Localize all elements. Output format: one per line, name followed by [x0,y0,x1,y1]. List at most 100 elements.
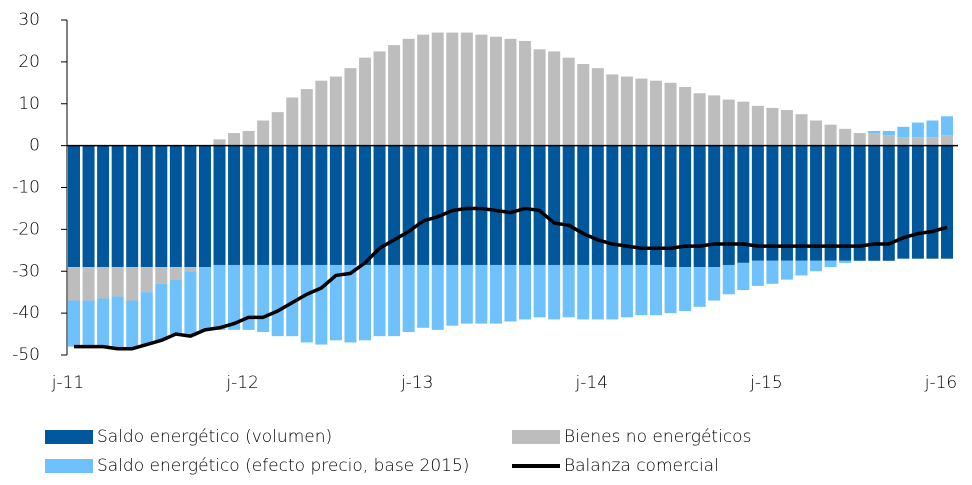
bar [111,267,124,297]
bar [475,34,488,146]
bar [169,279,182,335]
bar [722,145,735,265]
bar [286,145,299,265]
legend-swatch [45,430,93,444]
bar [635,264,648,316]
bar [635,78,648,146]
bar [489,36,502,146]
bar [548,264,561,320]
bar [620,145,633,265]
legend-label: Bienes no energéticos [564,427,751,447]
bar [839,260,852,263]
bar [315,80,328,146]
bar [140,267,153,293]
bar [882,130,895,136]
bar [402,38,415,146]
bar [300,264,313,343]
bar [431,145,444,265]
bar [228,133,241,146]
y-tick-label: -40 [12,303,40,323]
bar [766,260,779,284]
bar [489,145,502,265]
bar [315,145,328,265]
bar [504,38,517,146]
bar [911,145,924,259]
bar [548,51,561,146]
bar [780,110,793,146]
bar [329,264,342,341]
y-tick-label: -30 [12,261,40,281]
bar [140,145,153,268]
bar [664,82,677,146]
bar [329,145,342,265]
bar [650,264,662,316]
bar [344,145,357,265]
bar [795,114,808,146]
bar [286,264,299,337]
bar [504,264,517,322]
bar [926,137,939,146]
bar [664,267,677,314]
bar [693,145,706,268]
bar [155,145,168,268]
bar [359,264,371,341]
bar [184,271,197,337]
bar [286,97,299,146]
bar [97,267,110,299]
bar [300,145,313,265]
y-tick-label: -10 [12,178,40,198]
bar [853,133,866,146]
bar [169,267,182,280]
bar [708,267,721,301]
bar [766,107,779,146]
bar [780,260,793,280]
x-tick-label: j-15 [749,373,783,393]
bar [417,264,430,328]
bar [68,145,80,268]
bar [824,260,837,268]
bar [577,145,590,265]
bar [693,267,706,307]
bar [213,145,226,265]
bar [795,145,808,261]
bar [271,145,284,265]
legend-label: Balanza comercial [564,456,719,476]
bar [242,130,255,146]
bar [620,264,633,318]
bar [431,264,444,330]
bar [519,40,532,146]
bar [271,112,284,146]
bar [882,135,895,146]
bar [839,128,852,146]
bar [300,89,313,146]
bar [722,99,735,146]
bar [941,135,953,146]
bar [577,264,590,320]
bar [242,145,255,265]
bar [155,267,168,284]
x-tick-label: j-13 [400,373,434,393]
bar [810,260,823,272]
bar [198,267,211,330]
legend-label: Saldo energético (efecto precio, base 20… [97,456,469,476]
bar [257,145,270,265]
y-tick-label: -20 [12,219,40,239]
bar [155,283,168,341]
bar [68,267,80,301]
bar [591,68,604,146]
bar [562,57,575,146]
bar [213,139,226,146]
bar [533,145,546,265]
bar [228,145,241,265]
bar [577,63,590,146]
bar [242,264,255,330]
bar [271,264,284,337]
bar [897,126,910,138]
bar [388,45,401,146]
bar [373,51,386,146]
x-tick-label: j-14 [575,373,609,393]
bar [737,262,750,291]
bar [519,264,532,320]
bar [126,267,139,301]
bar [344,68,357,146]
